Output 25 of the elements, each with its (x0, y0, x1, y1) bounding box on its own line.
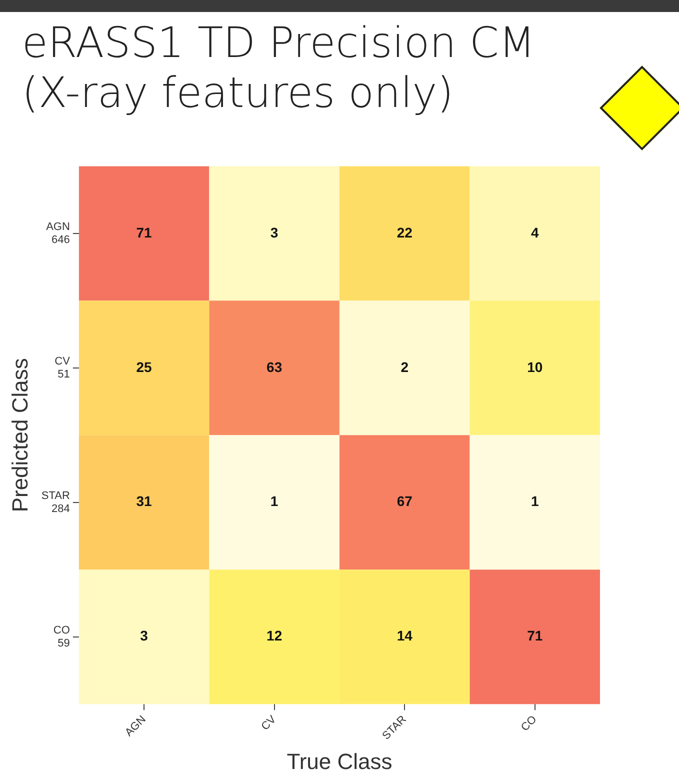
data-label: 1 (270, 493, 278, 510)
data-label: 12 (266, 628, 282, 644)
data-label: 3 (140, 628, 148, 644)
x-axis-title: True Class (286, 748, 392, 774)
data-label: 71 (136, 224, 152, 240)
data-label: 63 (266, 358, 282, 375)
data-label: 14 (396, 628, 413, 644)
data-label: 25 (136, 358, 152, 375)
x-tick-label: CV (259, 713, 280, 733)
data-label: 31 (136, 493, 152, 510)
data-label: 2 (400, 358, 409, 375)
y-axis-title: Predicted Class (7, 358, 32, 512)
data-label: 1 (530, 493, 539, 510)
data-label: 4 (530, 224, 539, 240)
data-label: 67 (396, 493, 413, 510)
x-tick-label: CO (518, 713, 540, 734)
y-tick-label: AGN 646 (46, 220, 70, 246)
y-tick-label: CV 51 (54, 355, 71, 381)
data-label: 3 (270, 224, 278, 240)
data-label: 22 (396, 224, 413, 240)
data-label: 71 (527, 628, 543, 644)
chart-title: eRASS1 TD Precision CM (X-ray features only) (22, 18, 536, 118)
y-tick-label: STAR 284 (41, 490, 70, 516)
y-tick-label: CO 59 (53, 624, 70, 650)
data-label: 10 (527, 358, 543, 375)
